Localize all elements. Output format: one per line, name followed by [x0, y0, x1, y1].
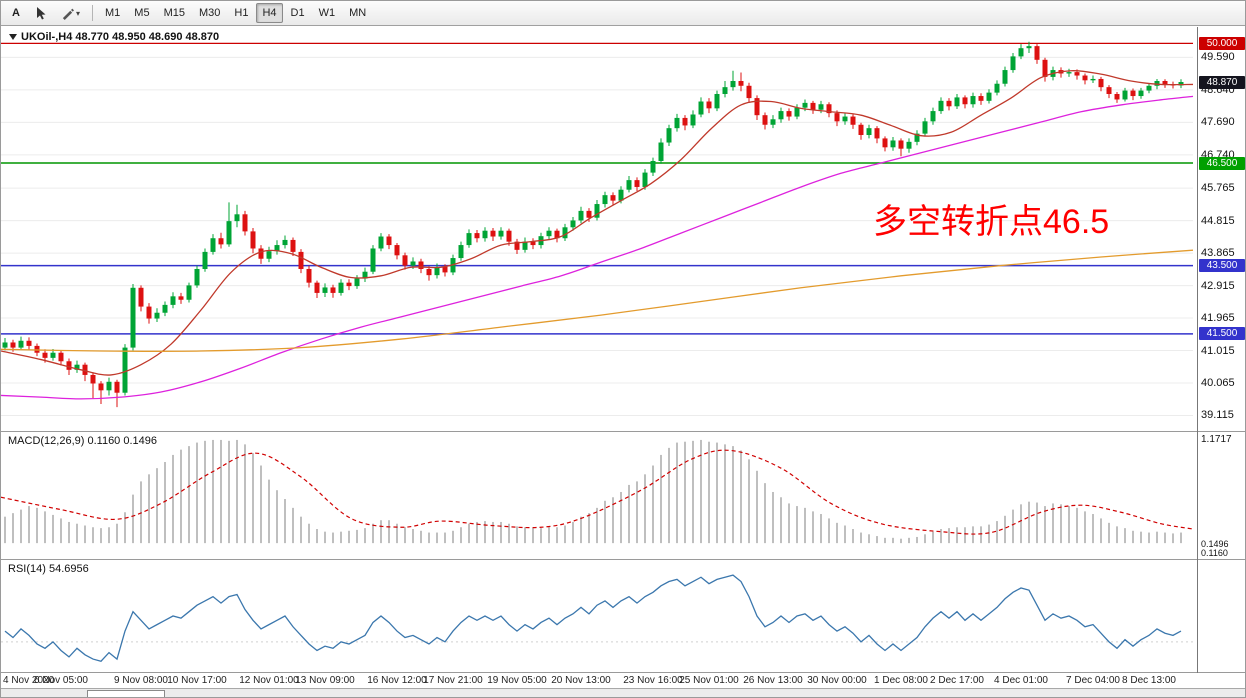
cursor-tool-button[interactable] — [29, 3, 53, 23]
price-axis-label: 49.590 — [1201, 51, 1235, 64]
pencil-icon — [62, 8, 74, 20]
time-label: 8 Dec 13:00 — [1122, 675, 1176, 686]
price-axis-label: 47.690 — [1201, 116, 1235, 129]
ma-fast-red — [1, 70, 1194, 376]
rsi-line — [4, 574, 1182, 662]
macd-axis-value: 0.1160 — [1201, 548, 1228, 558]
macd-axis-label: 1.1717 — [1201, 433, 1232, 445]
annotation-text: 多空转折点46.5 — [873, 203, 1109, 241]
macd-signal-line — [1, 449, 1194, 535]
font-tool-button[interactable]: A — [5, 3, 27, 23]
candles — [2, 41, 1184, 408]
price-axis-badge: 48.870 — [1199, 75, 1245, 89]
price-axis-badge: 43.500 — [1199, 259, 1245, 273]
timeframe-button-M1[interactable]: M1 — [99, 3, 126, 23]
price-grid — [1, 56, 1193, 416]
time-label: 4 Dec 01:00 — [994, 675, 1048, 686]
time-label: 19 Nov 05:00 — [487, 675, 547, 686]
price-axis-label: 44.815 — [1201, 214, 1235, 227]
price-axis-label: 45.765 — [1201, 182, 1235, 195]
time-label: 10 Nov 17:00 — [167, 675, 227, 686]
timeframe-button-W1[interactable]: W1 — [313, 3, 342, 23]
price-axis-badge: 50.000 — [1199, 36, 1245, 50]
timeframe-button-MN[interactable]: MN — [343, 3, 372, 23]
price-axis: 49.590 48.640 47.690 46.740 45.765 44.815 43.8… — [1198, 27, 1245, 673]
symbol-ohlc-text: UKOil-,H4 48.770 48.950 48.690 48.870 — [21, 31, 220, 43]
timeframe-button-D1[interactable]: D1 — [285, 3, 311, 23]
timeframe-button-M15[interactable]: M15 — [158, 3, 191, 23]
ma-slow-orange — [1, 249, 1194, 352]
time-label: 4 Nov 2020 — [3, 675, 55, 686]
price-axis-label: 43.865 — [1201, 247, 1235, 260]
price-axis-badge: 41.500 — [1199, 327, 1245, 341]
price-axis-label: 39.115 — [1201, 409, 1234, 422]
time-label: 17 Nov 21:00 — [423, 675, 483, 686]
time-label: 13 Nov 09:00 — [295, 675, 355, 686]
timeframe-buttons: M1 M5 M15 M30 H1 H4 D1 W1 MN — [98, 3, 373, 23]
price-axis-label: 41.015 — [1201, 344, 1235, 357]
timeframe-button-M5[interactable]: M5 — [128, 3, 155, 23]
price-axis-label: 42.915 — [1201, 279, 1235, 292]
macd-histogram — [4, 439, 1182, 544]
time-label: 12 Nov 01:00 — [239, 675, 299, 686]
toolbar: A ▾ M1 M5 M15 M30 H1 H4 D1 W1 MN — [1, 1, 1245, 26]
chevron-down-icon: ▾ — [76, 8, 81, 18]
time-label: 7 Dec 04:00 — [1066, 675, 1120, 686]
chevron-down-icon[interactable] — [9, 34, 17, 40]
time-label: 26 Nov 13:00 — [743, 675, 803, 686]
status-bar — [1, 688, 1245, 697]
time-label: 30 Nov 00:00 — [807, 675, 867, 686]
timeframe-button-H4[interactable]: H4 — [256, 3, 283, 23]
macd-axis-value: 0.1496 — [1201, 539, 1229, 549]
time-label: 25 Nov 01:00 — [679, 675, 739, 686]
macd-title: MACD(12,26,9) 0.1160 0.1496 — [8, 435, 157, 447]
time-label: 16 Nov 12:00 — [367, 675, 427, 686]
time-label: 9 Nov 08:00 — [114, 675, 168, 686]
price-axis-label: 40.065 — [1201, 376, 1235, 389]
draw-tool-button[interactable]: ▾ — [55, 3, 86, 23]
cursor-icon — [37, 7, 46, 20]
horizontal-lines[interactable] — [1, 42, 1193, 335]
time-label: 23 Nov 16:00 — [623, 675, 683, 686]
time-label: 1 Dec 08:00 — [874, 675, 928, 686]
toolbar-separator — [92, 5, 94, 21]
symbol-title: UKOil-,H4 48.770 48.950 48.690 48.870 — [9, 31, 219, 43]
timeframe-button-H1[interactable]: H1 — [228, 3, 254, 23]
time-label: 2 Dec 17:00 — [930, 675, 984, 686]
price-axis-label: 41.965 — [1201, 312, 1235, 325]
time-label: 20 Nov 13:00 — [551, 675, 611, 686]
price-axis-badge: 46.500 — [1199, 156, 1245, 170]
rsi-title: RSI(14) 54.6956 — [8, 563, 89, 575]
ma-mid-magenta — [1, 95, 1194, 400]
status-input[interactable] — [87, 690, 165, 697]
time-axis: 4 Nov 2020 6 Nov 05:00 9 Nov 08:00 10 Nov 1… — [1, 673, 1197, 688]
timeframe-button-M30[interactable]: M30 — [193, 3, 226, 23]
toolbar-tools: A ▾ — [4, 3, 87, 23]
time-label: 6 Nov 05:00 — [34, 675, 88, 686]
